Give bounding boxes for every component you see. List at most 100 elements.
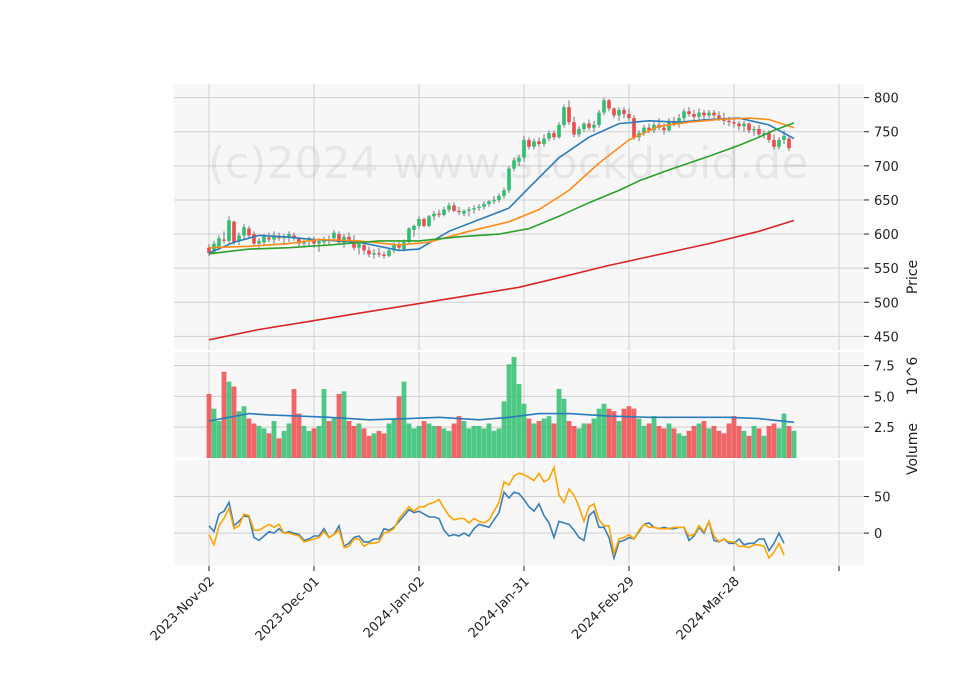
candle-body [452,205,456,211]
x-tick-label: 2024-Jan-31 [466,574,533,641]
volume-bar [606,408,612,458]
volume-bar [306,430,312,458]
volume-bar [281,430,287,458]
candle-body [772,139,776,147]
volume-bar [696,423,702,458]
volume-tick-label: 2.5 [874,421,895,436]
volume-bar [476,425,482,458]
moving-average-line [208,117,795,254]
price-panel [207,97,795,341]
oscillator-tick-label: 50 [874,491,891,506]
candle-body [512,160,516,169]
volume-bar [706,428,712,458]
volume-bar [406,423,412,458]
candle-body [707,112,711,116]
candle-body [387,250,391,256]
candle-body [412,225,416,230]
volume-bar [511,356,517,458]
candle-body [727,120,731,123]
volume-bar [221,371,227,458]
volume-axis-label: Volume [905,423,921,475]
candle-body [577,129,581,135]
volume-bar [236,411,242,458]
volume-bar [626,406,632,458]
candle-body [517,157,521,162]
volume-bar [266,433,272,458]
candle-body [547,133,551,139]
candle-body [397,244,401,248]
volume-bar [741,430,747,458]
candle-body [687,111,691,115]
candle-body [782,135,786,140]
volume-average-line [208,412,795,424]
candle-body [682,111,686,119]
volume-bar [541,418,547,458]
candle-body [267,237,271,240]
candle-body [502,190,506,196]
price-tick-label: 700 [874,160,899,175]
candle-body [592,124,596,128]
volume-bar [736,425,742,458]
candle-body [752,129,756,131]
volume-bar [326,421,332,458]
candle-body [777,139,781,147]
volume-tick-label: 7.5 [874,360,895,375]
volume-bar [506,364,512,458]
candle-body [537,141,541,145]
volume-bar [491,430,497,458]
volume-bar [276,438,282,458]
candle-body [337,234,341,243]
volume-bar [346,421,352,458]
volume-bar [321,388,327,458]
volume-bar [301,425,307,458]
candle-body [607,100,611,109]
volume-bar [246,418,252,458]
candle-body [507,168,511,191]
candle-body [227,220,231,241]
volume-bar [371,433,377,458]
volume-bar [271,421,277,458]
volume-bar [521,403,527,458]
price-tick-label: 800 [874,92,899,107]
volume-bar [471,425,477,458]
candle-body [247,228,251,236]
candle-body [627,114,631,119]
candle-body [582,123,586,130]
volume-bar [261,428,267,458]
candle-body [552,133,556,138]
volume-bar [441,428,447,458]
candle-body [392,244,396,251]
candle-body [367,250,371,255]
volume-bar [426,423,432,458]
volume-bar [596,408,602,458]
volume-bar [351,425,357,458]
x-tick-label: 2024-Jan-02 [361,574,428,641]
candle-body [652,124,656,131]
volume-bar [291,388,297,458]
oscillator-line [208,490,785,561]
volume-bar [431,425,437,458]
volume-bar [461,421,467,458]
candle-body [477,206,481,209]
moving-average-line [208,117,795,249]
volume-bar [366,435,372,458]
candle-body [277,236,281,239]
volume-bar [756,428,762,458]
price-tick-label: 450 [874,330,899,345]
candle-body [732,122,736,124]
volume-bar [791,430,797,458]
candle-body [472,208,476,210]
volume-bar [641,425,647,458]
candle-body [252,234,256,244]
volume-bar [241,406,247,458]
volume-bar [256,425,262,458]
candle-body [662,127,666,131]
volume-bar [386,423,392,458]
volume-unit-label: 10^6 [905,357,921,396]
volume-bar [726,423,732,458]
volume-bar [536,421,542,458]
volume-bar [766,425,772,458]
volume-bar [561,398,567,458]
candle-body [287,234,291,237]
volume-bar [721,433,727,458]
